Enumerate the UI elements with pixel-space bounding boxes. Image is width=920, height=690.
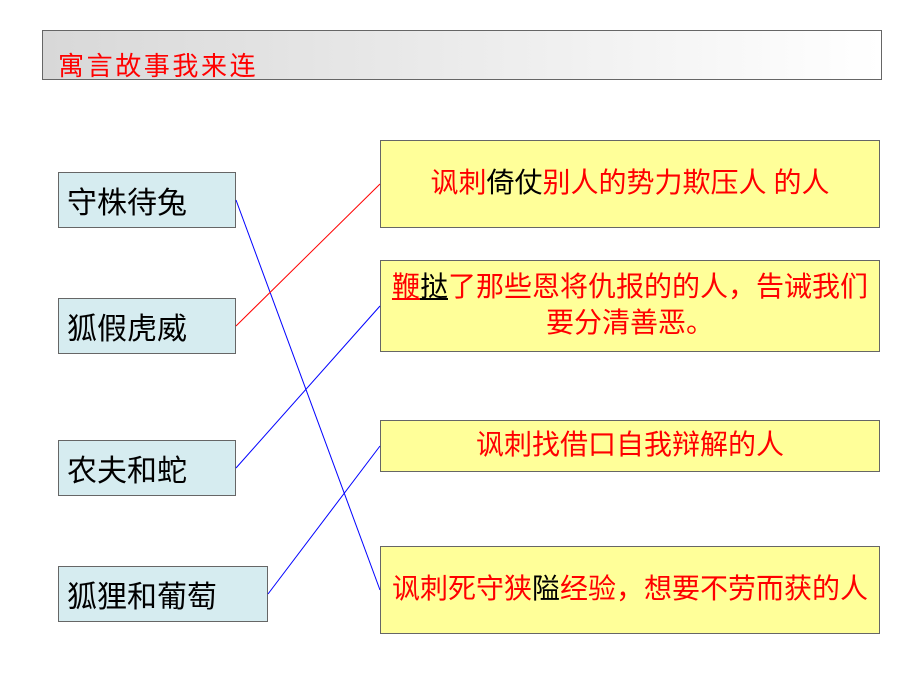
left-item-2: 农夫和蛇 (58, 440, 236, 496)
left-item-3: 狐狸和葡萄 (58, 566, 268, 622)
right-item-text: 讽刺找借口自我辩解的人 (476, 428, 784, 464)
right-item-0: 讽刺倚仗别人的势力欺压人 的人 (380, 140, 880, 228)
left-item-label: 狐狸和葡萄 (67, 572, 217, 616)
left-item-0: 守株待兔 (58, 172, 236, 228)
page-title: 寓言故事我来连 (58, 46, 258, 83)
right-item-text: 讽刺倚仗别人的势力欺压人 的人 (430, 166, 829, 202)
right-item-3: 讽刺死守狭隘经验，想要不劳而获的人 (380, 546, 880, 634)
left-item-label: 农夫和蛇 (67, 446, 187, 490)
right-item-text: 讽刺死守狭隘经验，想要不劳而获的人 (392, 572, 868, 608)
right-item-1: 鞭挞了那些恩将仇报的的人，告诫我们要分清善恶。 (380, 260, 880, 352)
right-item-2: 讽刺找借口自我辩解的人 (380, 420, 880, 472)
right-item-text: 鞭挞了那些恩将仇报的的人，告诫我们要分清善恶。 (387, 270, 873, 343)
left-item-label: 守株待兔 (67, 178, 187, 222)
left-item-label: 狐假虎威 (67, 304, 187, 348)
left-item-1: 狐假虎威 (58, 298, 236, 354)
